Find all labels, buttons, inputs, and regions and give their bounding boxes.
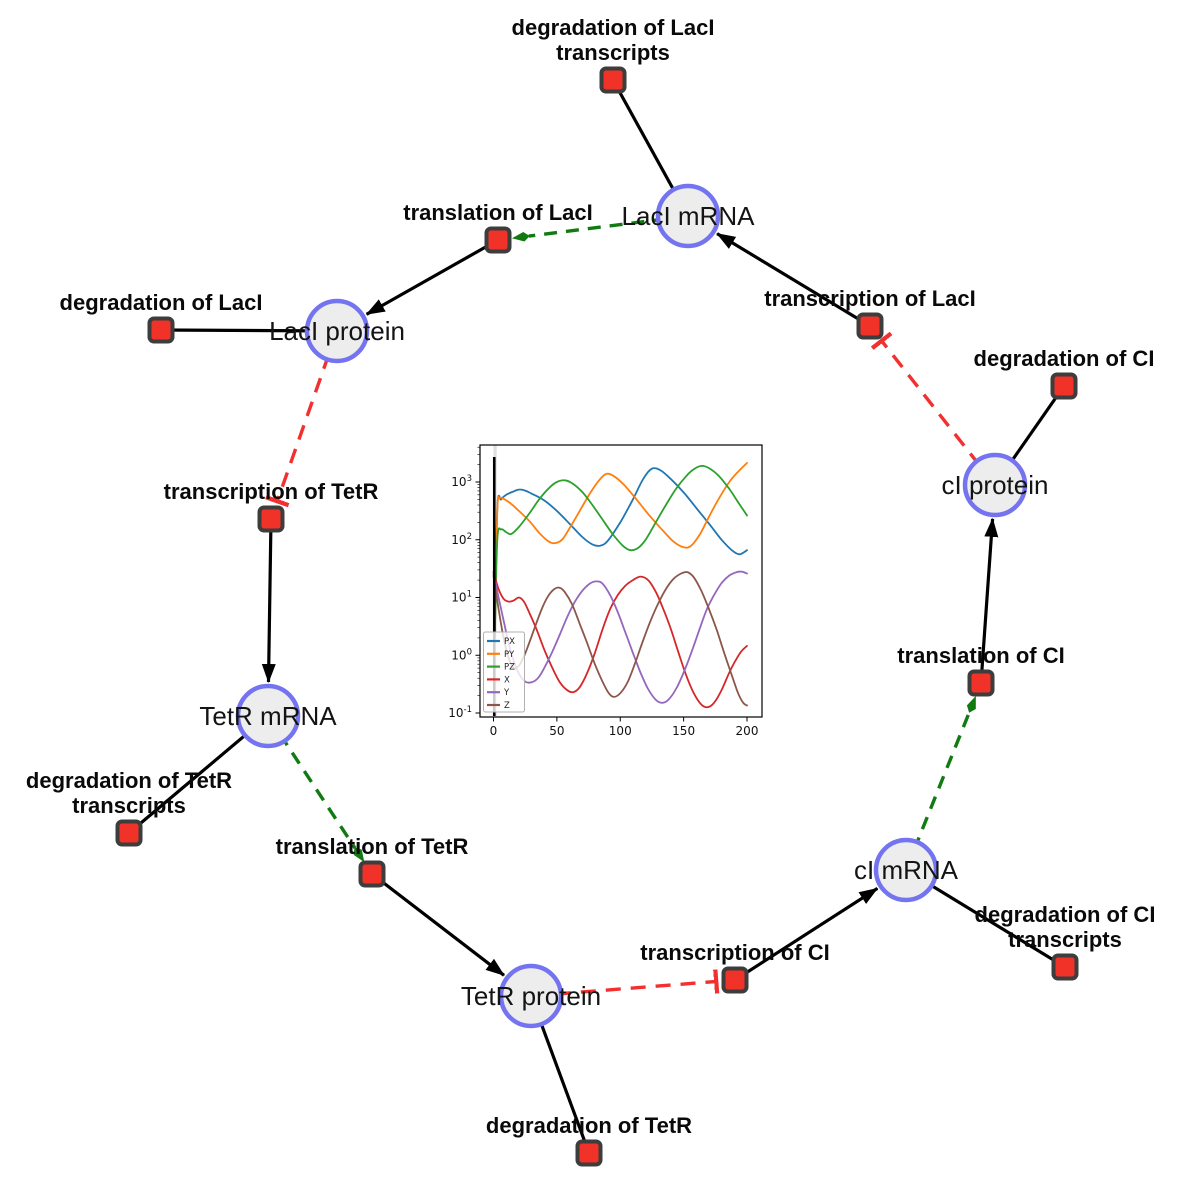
x-tick-label: 200 [736,724,759,738]
reaction-label-deg_tetr_tx-line1: transcripts [72,793,186,818]
edge-production-transc_laci-laci_mrna [716,232,871,328]
species-node-ci_protein[interactable] [962,452,1028,518]
reaction-label-transc_laci-line0: transcription of LacI [764,286,975,311]
species-node-ci_mrna[interactable] [873,837,939,903]
series-Z-line [492,571,748,707]
reaction-label-deg_laci-line0: degradation of LacI [60,290,263,315]
reaction-node-deg_laci[interactable] [147,316,175,344]
species-label-tetr_mrna: TetR mRNA [199,701,337,731]
plot-frame [479,444,763,718]
reaction-label-deg_ci-line0: degradation of CI [974,346,1155,371]
y-tick-label: 102 [451,532,472,547]
x-tick-label: 150 [672,724,695,738]
reaction-label-transl_tetr-line0: translation of TetR [276,834,469,859]
legend-label-PZ: PZ [504,663,515,673]
species-node-tetr_mrna[interactable] [235,683,301,749]
legend-label-Z: Z [504,701,510,711]
series-Y-line [492,570,748,704]
node-layer [115,66,1079,1167]
y-tick-label: 10-1 [448,705,472,720]
reaction-label-deg_ci_tx-line0: degradation of CI [975,902,1156,927]
reaction-node-deg_tetr[interactable] [575,1139,603,1167]
reaction-node-transl_ci[interactable] [967,669,995,697]
reaction-node-deg_laci_tx[interactable] [599,66,627,94]
reaction-label-transc_tetr-line0: transcription of TetR [164,479,379,504]
series-PY-line [493,462,748,639]
reaction-label-deg_tetr-line0: degradation of TetR [486,1113,692,1138]
legend-label-PX: PX [504,637,515,647]
reaction-node-transc_laci[interactable] [856,312,884,340]
x-tick-label: 50 [549,724,564,738]
reaction-label-deg_laci_tx-line1: transcripts [556,40,670,65]
edge-production-transl_laci-laci_protein [365,238,499,316]
reaction-node-transl_laci[interactable] [484,226,512,254]
reaction-label-deg_ci_tx-line1: transcripts [1008,927,1122,952]
reaction-node-deg_ci_tx[interactable] [1051,953,1079,981]
y-tick-label: 100 [451,647,472,662]
x-tick-label: 0 [490,724,498,738]
reaction-node-transc_tetr[interactable] [257,505,285,533]
legend-label-PY: PY [504,650,515,660]
reaction-label-deg_laci_tx-line0: degradation of LacI [512,15,715,40]
reaction-node-transc_ci[interactable] [721,966,749,994]
reaction-label-transl_ci-line0: translation of CI [897,643,1064,668]
simulation-plot: Time Value 05010015020010-1100101102103P… [422,436,770,760]
reaction-label-transc_ci-line0: transcription of CI [640,940,829,965]
reaction-node-deg_ci[interactable] [1050,372,1078,400]
species-label-laci_protein: LacI protein [269,316,405,346]
y-tick-label: 101 [451,590,472,605]
edge-production-transc_tetr-tetr_mrna [261,518,276,683]
x-tick-label: 100 [609,724,632,738]
edge-production-transl_tetr-tetr_protein [371,872,505,977]
species-node-laci_mrna[interactable] [655,183,721,249]
series-PX-line [493,467,748,639]
series-PZ-line [493,464,748,639]
species-label-laci_mrna: LacI mRNA [622,201,756,231]
species-node-tetr_protein[interactable] [498,963,564,1029]
reaction-label-transl_laci-line0: translation of LacI [403,200,592,225]
species-label-ci_mrna: cI mRNA [854,855,959,885]
label-layer: LacI mRNA LacI protein cI protein TetR mRNA… [26,15,1156,1138]
species-label-tetr_protein: TetR protein [461,981,601,1011]
y-tick-label: 103 [451,474,472,489]
reaction-label-deg_tetr_tx-line0: degradation of TetR [26,768,232,793]
species-node-laci_protein[interactable] [304,298,370,364]
edge-production-transl_ci-ci_protein [979,517,999,684]
legend-label-X: X [504,675,510,685]
reaction-node-deg_tetr_tx[interactable] [115,819,143,847]
legend-label-Y: Y [503,688,510,698]
edge-production-transc_ci-ci_mrna [734,887,879,982]
species-label-ci_protein: cI protein [942,470,1049,500]
reaction-node-transl_tetr[interactable] [358,860,386,888]
